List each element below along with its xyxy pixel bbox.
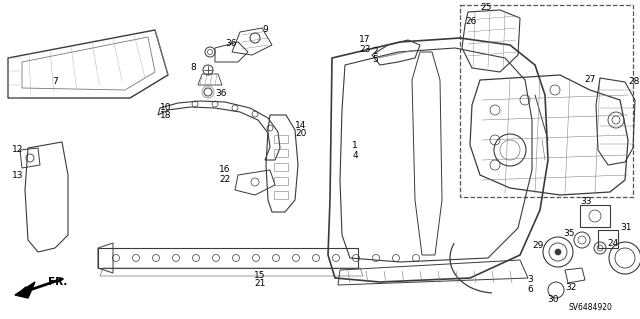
Text: 27: 27 — [584, 76, 596, 85]
Text: 10: 10 — [160, 102, 172, 112]
Text: 33: 33 — [580, 197, 591, 206]
Bar — [580, 205, 610, 227]
Text: 31: 31 — [620, 224, 632, 233]
Text: 13: 13 — [12, 170, 24, 180]
Text: 17: 17 — [359, 35, 371, 44]
Text: 18: 18 — [160, 112, 172, 121]
Text: 12: 12 — [12, 145, 24, 154]
Text: 1: 1 — [352, 140, 358, 150]
Text: 30: 30 — [547, 295, 559, 305]
Text: 16: 16 — [220, 166, 231, 174]
Text: 36: 36 — [215, 90, 227, 99]
Text: 22: 22 — [220, 174, 230, 183]
Text: 36: 36 — [225, 40, 237, 48]
Text: 32: 32 — [565, 284, 577, 293]
Text: 14: 14 — [295, 121, 307, 130]
Text: 23: 23 — [359, 44, 371, 54]
Text: 5: 5 — [372, 56, 378, 64]
Text: 21: 21 — [254, 279, 266, 288]
Text: 34: 34 — [638, 248, 640, 256]
Text: FR.: FR. — [48, 277, 67, 287]
Text: 4: 4 — [352, 151, 358, 160]
Text: 7: 7 — [52, 78, 58, 86]
Text: 25: 25 — [480, 4, 492, 12]
Text: 20: 20 — [295, 130, 307, 138]
Text: 3: 3 — [527, 276, 533, 285]
Text: 28: 28 — [628, 78, 639, 86]
Text: 35: 35 — [563, 228, 575, 238]
Text: 29: 29 — [532, 241, 544, 250]
Bar — [460, 5, 633, 197]
Text: 2: 2 — [372, 48, 378, 56]
Polygon shape — [15, 282, 35, 298]
Text: SV6484920: SV6484920 — [568, 303, 612, 313]
Text: 8: 8 — [190, 63, 196, 72]
Text: 6: 6 — [527, 285, 533, 293]
Bar — [598, 230, 618, 248]
Text: 15: 15 — [254, 271, 266, 279]
Circle shape — [555, 249, 561, 255]
Text: 26: 26 — [465, 18, 476, 26]
Text: 9: 9 — [262, 26, 268, 34]
Text: 24: 24 — [607, 239, 618, 248]
